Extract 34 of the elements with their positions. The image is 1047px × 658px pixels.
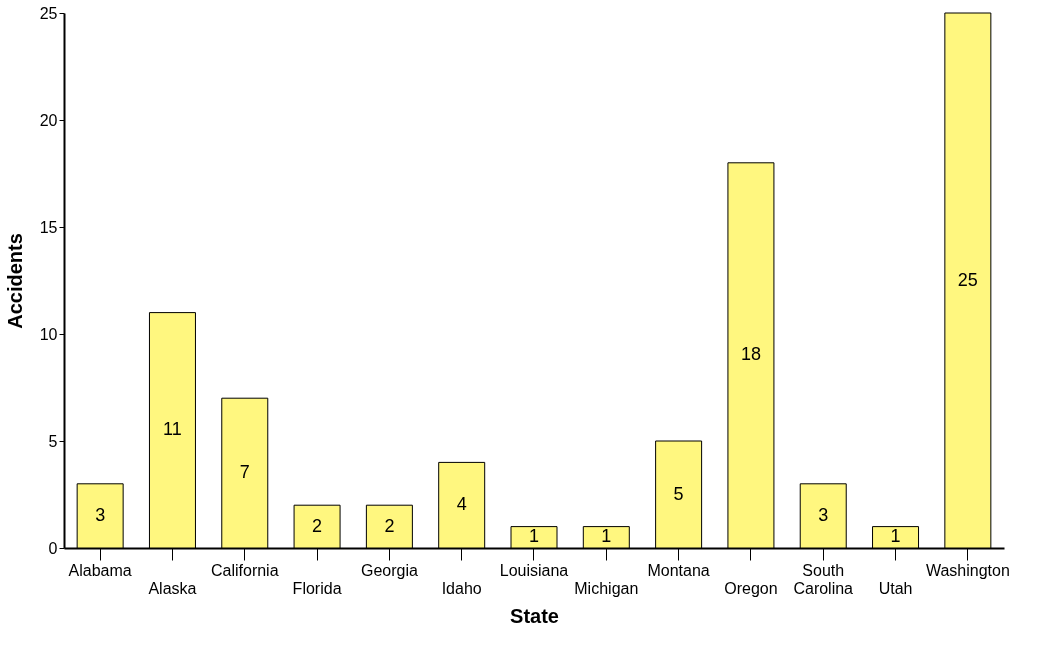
data-label: 11 [163,419,182,440]
data-label: 5 [673,483,684,504]
y-tick-label: 25 [39,4,58,22]
data-label: 2 [312,515,323,536]
y-tick-label: 20 [39,111,58,129]
data-label: 3 [818,504,829,525]
y-axis-title: Accidents [3,233,26,329]
x-tick-label: Michigan [574,579,639,597]
y-tick-label: 10 [39,325,58,343]
x-tick-label: Montana [647,561,710,579]
x-tick-label: Washington [925,561,1010,579]
x-axis-title: State [510,604,559,627]
data-label: 7 [239,462,250,483]
x-tick-label: Idaho [441,579,482,597]
data-label: 2 [384,515,395,536]
x-tick-label: Alaska [148,579,197,597]
x-tick-label: Louisiana [499,561,569,579]
data-label: 18 [740,344,761,365]
data-label: 1 [528,526,540,547]
y-tick-label: 0 [48,539,58,557]
x-tick-label: Oregon [724,579,778,597]
data-label: 1 [601,526,612,547]
x-tick-label: South Carolina [793,561,854,597]
y-tick-label: 15 [39,218,58,236]
x-tick-label: Florida [292,579,342,597]
data-label: 4 [456,494,467,515]
x-tick-label: Georgia [360,561,418,579]
data-label: 25 [957,269,978,290]
x-tick-label: Utah [878,579,913,597]
x-tick-label: Alabama [68,561,132,579]
data-label: 1 [890,526,901,547]
x-tick-label: California [210,561,279,579]
data-label: 3 [95,504,106,525]
y-tick-label: 5 [48,432,58,450]
